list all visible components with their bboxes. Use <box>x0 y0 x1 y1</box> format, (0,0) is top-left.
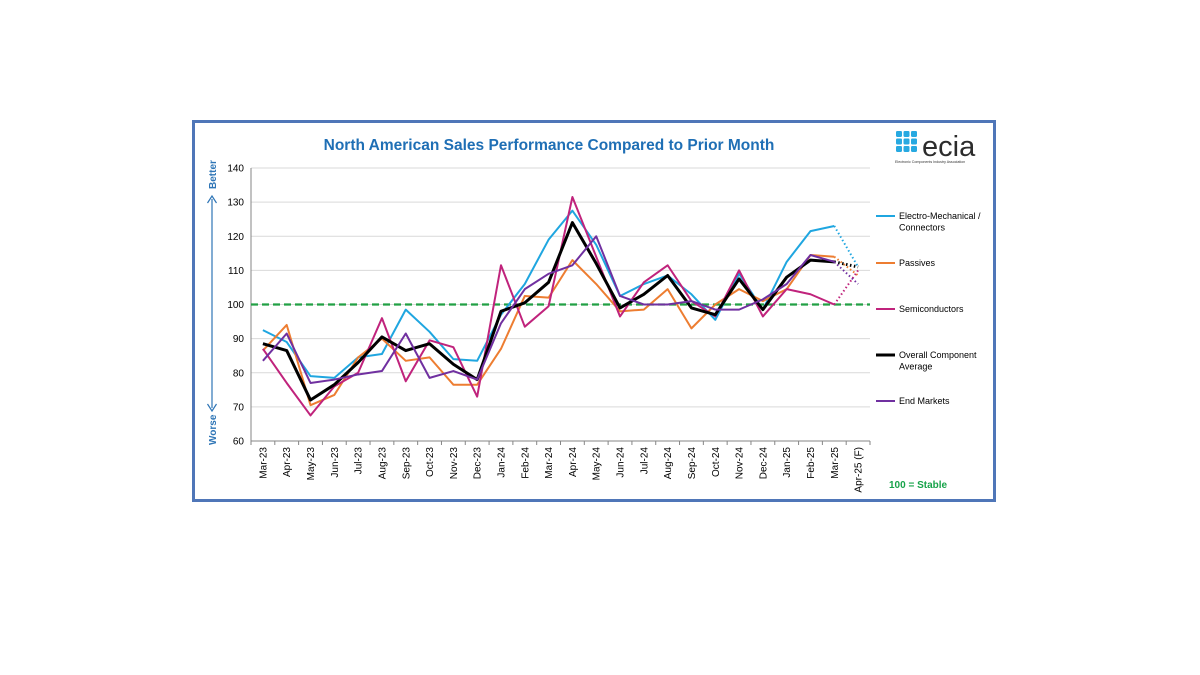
x-tick-label: Jun-24 <box>616 447 627 478</box>
logo-square <box>903 146 910 152</box>
stable-note: 100 = Stable <box>889 480 948 491</box>
x-tick-label: Sep-24 <box>687 447 698 480</box>
worse-label: Worse <box>208 414 219 445</box>
logo-square <box>896 131 902 137</box>
x-tick-label: Nov-23 <box>449 447 460 480</box>
x-tick-label: Apr-23 <box>282 447 293 477</box>
legend: Electro-Mechanical / Connectors Passives Se… <box>876 211 981 406</box>
x-tick-label: Oct-24 <box>711 447 722 477</box>
x-tick-label: Mar-23 <box>258 447 269 479</box>
series-line <box>262 196 835 417</box>
logo-square <box>903 131 910 137</box>
x-tick-label: Aug-23 <box>377 447 388 480</box>
logo-square <box>896 146 902 152</box>
y-tick-label: 110 <box>228 266 244 277</box>
ecia-logo: ecia Electronic Components Industry Asso… <box>895 131 976 164</box>
x-tick-label: Jan-25 <box>782 447 793 478</box>
x-tick-label: Mar-24 <box>544 447 555 479</box>
y-tick-label: 140 <box>227 164 244 175</box>
logo-square <box>896 138 902 145</box>
logo-square <box>911 146 917 152</box>
arrow-down-icon <box>206 403 218 413</box>
series-lines <box>262 196 859 417</box>
chart-canvas: North American Sales Performance Compare… <box>206 131 981 493</box>
x-tick-label: Apr-24 <box>568 447 579 477</box>
x-axis: Mar-23 Apr-23 May-23 Jun-23 Jul-23 Aug-23 Sep-… <box>250 440 871 493</box>
legend-label: Passives <box>899 258 936 268</box>
y-tick-label: 100 <box>227 300 244 311</box>
y-axis: 60 70 80 90 100 110 120 130 140 <box>227 164 252 448</box>
y-tick-label: 70 <box>233 402 245 413</box>
logo-square <box>911 131 917 137</box>
x-tick-label: May-24 <box>592 447 603 481</box>
x-tick-label: Nov-24 <box>735 447 746 480</box>
x-tick-label: Feb-25 <box>806 447 817 479</box>
x-tick-label: Oct-23 <box>425 447 436 477</box>
series-line <box>262 235 835 384</box>
ecia-logo-mark <box>896 131 917 152</box>
y-tick-label: 90 <box>233 334 245 345</box>
legend-label: Semiconductors <box>899 304 964 314</box>
legend-label: End Markets <box>899 396 950 406</box>
x-tick-label: Mar-25 <box>830 447 841 479</box>
logo-square <box>903 138 910 145</box>
y-tick-label: 130 <box>227 198 244 209</box>
x-tick-label: May-23 <box>306 447 317 481</box>
y-tick-label: 120 <box>227 232 244 243</box>
series-forecast-line <box>833 269 859 306</box>
better-worse-indicator: Better Worse <box>206 160 219 445</box>
better-label: Better <box>208 160 219 189</box>
ecia-logo-wordmark: ecia <box>922 131 976 163</box>
x-tick-label: Feb-24 <box>520 447 531 479</box>
series-line <box>262 254 835 407</box>
ecia-logo-subtitle: Electronic Components Industry Associati… <box>895 160 965 164</box>
x-tick-label: Apr-25 (F) <box>854 447 865 493</box>
y-tick-label: 60 <box>233 437 245 448</box>
x-tick-label: Jul-24 <box>639 447 650 475</box>
x-tick-label: Sep-23 <box>401 447 412 480</box>
arrow-up-icon <box>206 194 218 204</box>
y-tick-label: 80 <box>233 368 245 379</box>
legend-label: Overall Component Average <box>899 350 977 372</box>
chart-panel: North American Sales Performance Compare… <box>192 120 996 502</box>
series-line <box>262 221 835 402</box>
chart-title: North American Sales Performance Compare… <box>324 137 775 154</box>
x-tick-label: Aug-24 <box>663 447 674 480</box>
logo-square <box>911 138 917 145</box>
series-forecast-line <box>833 260 859 269</box>
x-tick-label: Jan-24 <box>496 447 507 478</box>
x-tick-label: Dec-23 <box>473 447 484 480</box>
legend-label: Electro-Mechanical / Connectors <box>899 211 981 233</box>
series-forecast-line <box>833 255 859 277</box>
x-tick-label: Jul-23 <box>354 447 365 475</box>
x-tick-label: Dec-24 <box>758 447 769 480</box>
series-forecast-line <box>833 225 859 268</box>
x-tick-label: Jun-23 <box>330 447 341 478</box>
series-forecast-line <box>833 261 859 285</box>
